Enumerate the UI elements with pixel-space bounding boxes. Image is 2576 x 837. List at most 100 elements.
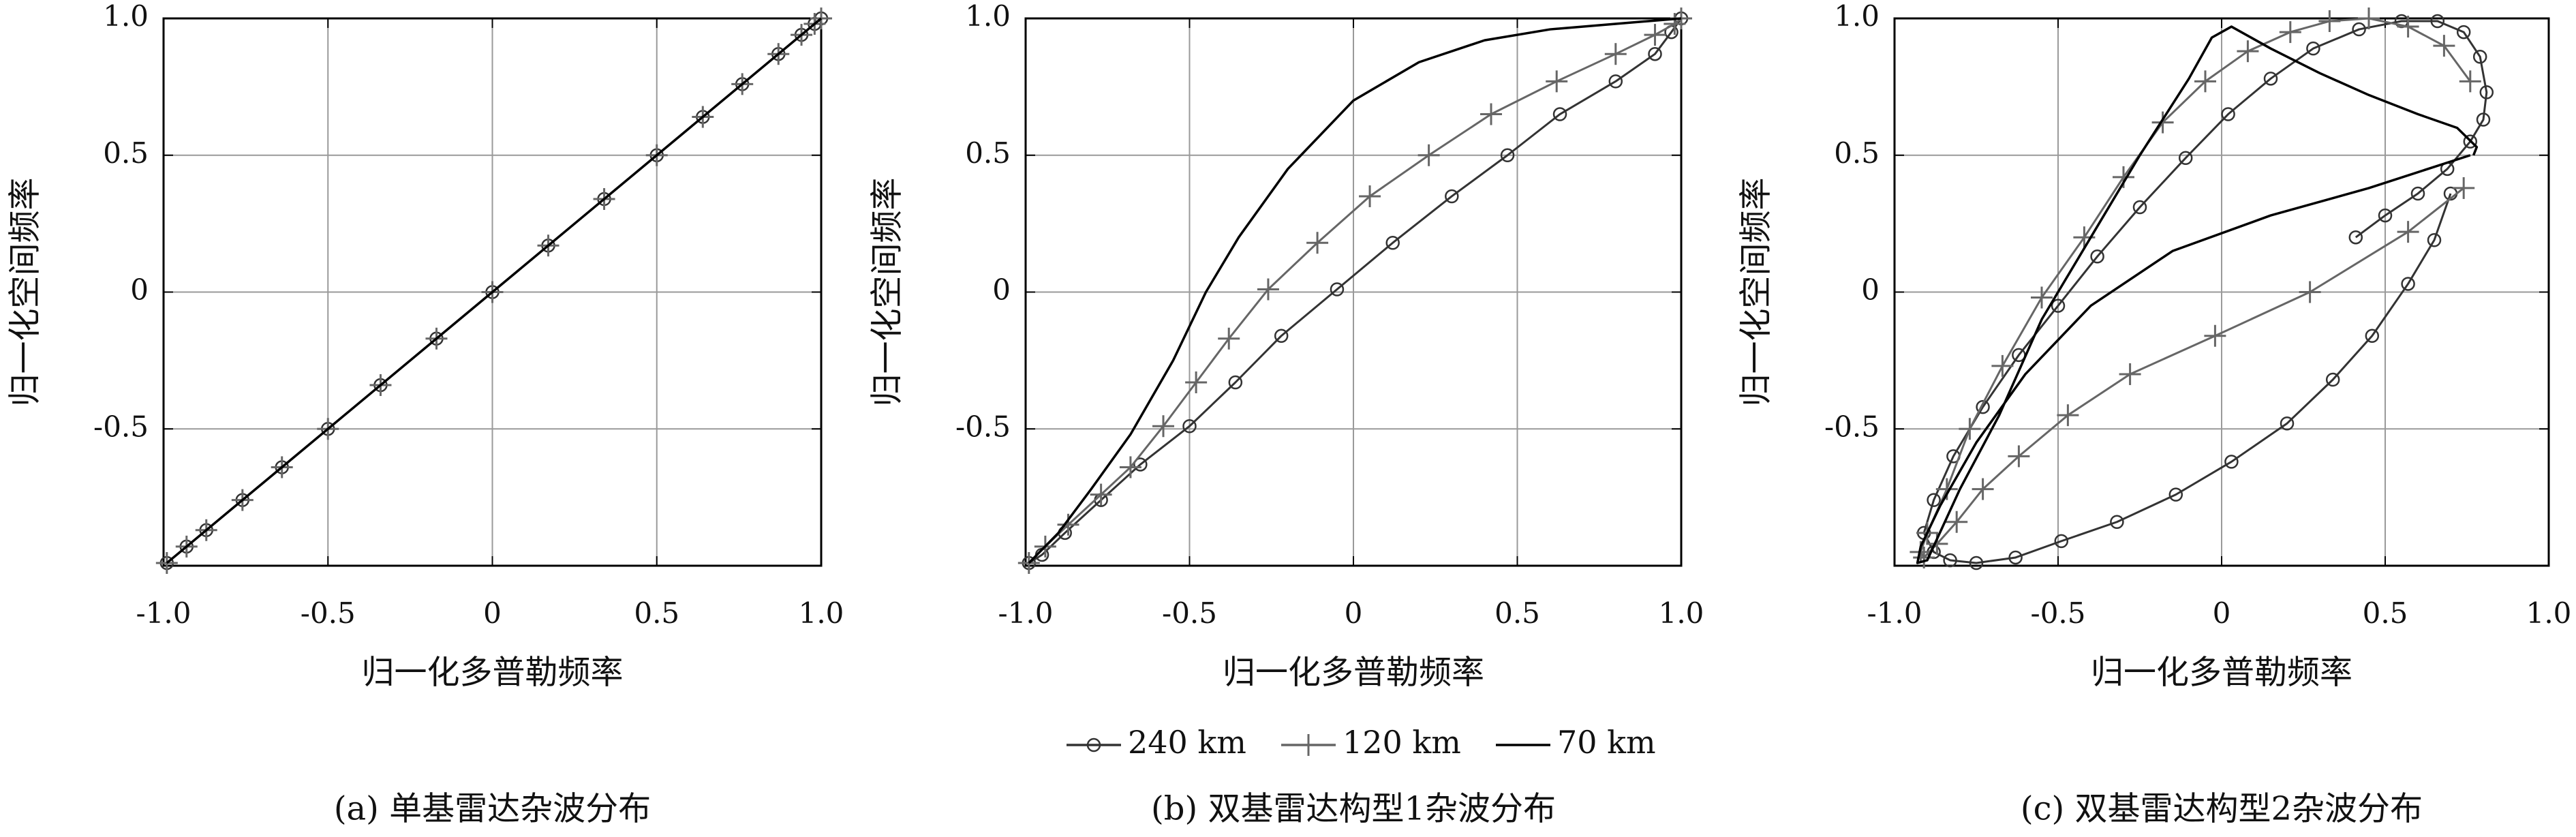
x-tick-label: -1.0: [136, 596, 191, 630]
data-point-circle: [1608, 74, 1623, 89]
data-point-plus: [2453, 177, 2475, 199]
legend: 240 km 120 km 70 km: [1067, 724, 1656, 761]
x-tick-label: 0.5: [634, 596, 679, 630]
x-tick-label: 0.5: [2363, 596, 2408, 630]
x-tick-label: -1.0: [1867, 596, 1922, 630]
data-point-circle: [2008, 550, 2023, 565]
data-point-circle: [1552, 107, 1567, 121]
data-point-plus: [1417, 144, 1440, 166]
data-point-plus: [2194, 70, 2216, 93]
data-point-circle: [1500, 148, 1515, 162]
data-point-circle: [1274, 329, 1289, 343]
x-tick-label: 0: [2213, 596, 2231, 630]
data-point-circle: [2456, 25, 2471, 40]
x-axis-title: 归一化多普勒频率: [1223, 654, 1484, 692]
data-point-circle: [1133, 457, 1148, 472]
data-point-plus: [1644, 24, 1666, 46]
data-point-circle: [1969, 556, 1984, 570]
data-point-circle: [2051, 299, 2066, 313]
data-point-circle: [1927, 493, 1941, 507]
legend-label: 240 km: [1128, 724, 1246, 761]
data-point-circle: [2476, 112, 2491, 127]
data-point-circle: [1976, 399, 1990, 414]
legend-item-3: 70 km: [1496, 724, 1656, 761]
data-point-circle: [2479, 85, 2494, 100]
data-point-plus: [1257, 278, 1279, 301]
y-axis-title: 归一化空间频率: [6, 177, 44, 406]
legend-marker-circle: [1086, 737, 1101, 752]
data-point-circle: [2306, 41, 2320, 56]
y-tick-label: 0.5: [1834, 136, 1880, 170]
data-point-circle: [2132, 200, 2147, 215]
x-tick-label: 1.0: [2526, 596, 2572, 630]
data-point-plus: [1218, 327, 1240, 350]
data-point-plus: [2397, 16, 2419, 38]
data-point-circle: [2430, 14, 2445, 29]
data-point-plus: [1546, 70, 1568, 93]
data-point-circle: [2365, 329, 2380, 343]
y-tick-label: -0.5: [955, 410, 1011, 443]
data-point-circle: [2224, 455, 2239, 469]
data-point-circle: [2463, 134, 2478, 149]
series-line-240-km: [1028, 18, 1683, 564]
data-point-plus: [2279, 21, 2301, 44]
data-point-circle: [2348, 230, 2363, 245]
data-point-plus: [2358, 7, 2380, 29]
x-tick-label: 1.0: [799, 596, 844, 630]
data-point-plus: [1663, 13, 1686, 35]
x-tick-label: -0.5: [301, 596, 356, 630]
data-point-plus: [1991, 354, 2014, 377]
legend-label: 70 km: [1557, 724, 1656, 761]
series-line-120-km: [1028, 17, 1682, 564]
chart-panel-1: -1.0 -0.5 0 0.5 1.0 -0.5 0 0.5 1.0 归一化多普勒频率 归一化空间频…: [6, 0, 844, 828]
data-point-plus: [1972, 478, 1994, 500]
data-point-plus: [1090, 483, 1112, 506]
data-point-circle: [1228, 375, 1243, 390]
data-point-circle: [2410, 186, 2425, 201]
data-point-circle: [1943, 553, 1957, 568]
data-point-plus: [1913, 546, 1935, 568]
data-point-plus: [2433, 35, 2455, 57]
data-point-circle: [2401, 277, 2415, 291]
x-axis-title: 归一化多普勒频率: [361, 654, 623, 692]
y-tick-label: 0.5: [965, 136, 1011, 170]
data-point-circle: [2221, 107, 2235, 121]
data-point-circle: [1182, 418, 1197, 433]
data-point-circle: [2168, 487, 2183, 502]
x-tick-label: -0.5: [1162, 596, 1217, 630]
y-tick-label: 0.5: [103, 136, 149, 170]
data-point-circle: [2427, 232, 2442, 247]
y-tick-label: -0.5: [1824, 410, 1880, 443]
data-point-circle: [2054, 534, 2069, 549]
data-point-plus: [2299, 281, 2321, 303]
data-point-plus: [2237, 40, 2259, 63]
data-point-plus: [2119, 363, 2141, 385]
x-tick-label: 0.5: [1494, 596, 1540, 630]
y-axis-title: 归一化空间频率: [868, 177, 906, 406]
legend-item-1: 240 km: [1067, 724, 1246, 761]
x-tick-label: 0: [483, 596, 502, 630]
data-point-circle: [2090, 249, 2104, 264]
legend-label: 120 km: [1343, 724, 1461, 761]
series-line-120-km: [1919, 17, 2472, 559]
data-point-plus: [2031, 286, 2053, 309]
legend-item-2: 120 km: [1281, 724, 1461, 761]
data-point-circle: [2178, 151, 2193, 166]
data-point-plus: [1480, 103, 1503, 125]
y-tick-label: 1.0: [103, 0, 149, 33]
panel-caption: (b) 双基雷达构型1杂波分布: [1151, 790, 1556, 828]
data-point-circle: [1648, 46, 1662, 61]
panel-caption: (a) 单基雷达杂波分布: [334, 790, 651, 828]
data-point-plus: [1057, 513, 1079, 536]
data-point-plus: [1306, 232, 1329, 254]
data-point-circle: [2280, 416, 2295, 431]
data-point-plus: [2151, 111, 2174, 134]
x-tick-label: 1.0: [1659, 596, 1704, 630]
data-point-circle: [2378, 208, 2393, 223]
data-point-circle: [2472, 49, 2487, 64]
data-point-circle: [2325, 372, 2340, 387]
series-line-70-km: [1916, 25, 2479, 564]
data-point-plus: [1119, 456, 1141, 478]
chart-panel-3: -1.0 -0.5 0 0.5 1.0 -0.5 0 0.5 1.0 归一化多普勒频率 归一化空间频…: [1737, 0, 2572, 828]
